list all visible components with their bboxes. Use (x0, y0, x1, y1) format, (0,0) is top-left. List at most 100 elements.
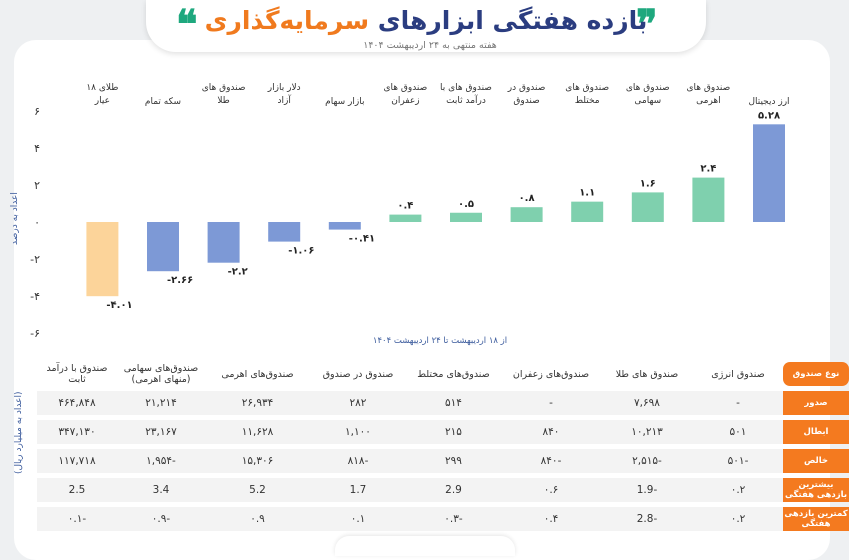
bar-chart: ۶ ۴ ۲ ۰ -۲ -۴ -۶ ۵.۲۸ ارز دیجیتال ۲.۴ صندوق های اهر… (30, 83, 789, 340)
category-label: صندوق های اهرمی (686, 83, 730, 106)
table-cell: ۰.۴ (501, 507, 601, 531)
y-tick-label: -۲ (30, 253, 40, 266)
category-label: طلای ۱۸ عیار (86, 83, 118, 106)
table-cell: -۰.۹ (117, 507, 205, 531)
bar (207, 222, 240, 263)
category-label: دلار بازار آزاد (267, 83, 301, 106)
table-cell: - (693, 391, 783, 415)
table-cell: -2.8 (601, 507, 693, 531)
y-tick-label: ۲ (34, 179, 40, 192)
table-cell: -۵۰۱ (693, 449, 783, 473)
category-label: ارز دیجیتال (748, 97, 789, 107)
fund-flow-table: نوع صندوق صندوق انرژی صندوق های طلا صندوق‌ه… (37, 357, 849, 536)
table-cell: ۱,۱۰۰ (310, 420, 406, 444)
column-header: صندوق‌های مختلط (417, 368, 490, 380)
column-header: صندوق انرژی (711, 368, 765, 380)
table-row: صدور -۷,۶۹۸-۵۱۴ ۲۸۲ ۲۶,۹۳۴ ۲۱,۲۱۴ ۴۶۴,۸۴۸ (37, 391, 849, 415)
table-cell: ۱۵,۳۰۶ (205, 449, 310, 473)
column-header: صندوق‌های سهامی (منهای اهرمی) (123, 363, 199, 385)
category-label: صندوق های مختلط (565, 83, 609, 106)
table-cell: ۷,۶۹۸ (601, 391, 693, 415)
table-cell: ۲۸۲ (310, 391, 406, 415)
y-tick-label: ۰ (34, 216, 40, 229)
table-cell: ۱۰,۲۱۳ (601, 420, 693, 444)
bar (389, 214, 422, 222)
bar (268, 222, 301, 242)
category-label: بازار سهام (325, 97, 364, 107)
bar (147, 222, 179, 272)
table-cell: ۱۱۷,۷۱۸ (37, 449, 117, 473)
column-header: صندوق‌های زعفران (512, 368, 590, 380)
table-cell: -۲,۵۱۵ (601, 449, 693, 473)
category-label: سکه تمام (145, 97, 181, 107)
table-cell: ۰.۱ (310, 507, 406, 531)
table-cell: -1.9 (601, 478, 693, 502)
quote-left-icon: ❝ (176, 1, 198, 48)
category-label: صندوق های سهامی (626, 83, 670, 106)
table-header-row: نوع صندوق صندوق انرژی صندوق های طلا صندوق‌ه… (37, 362, 849, 386)
table-cell: -۰.۳ (406, 507, 501, 531)
table-cell: 1.7 (310, 478, 406, 502)
bar-value-label: -۱.۰۶ (288, 246, 314, 257)
category-label: صندوق های طلا (202, 83, 246, 106)
category-label: صندوق در صندوق (507, 83, 546, 106)
y-tick-label: ۶ (34, 105, 40, 118)
table-cell: ۵۰۱ (693, 420, 783, 444)
table-cell: ۸۴۰ (501, 420, 601, 444)
table-cell: 2.9 (406, 478, 501, 502)
bar-value-label: -۰.۴۱ (349, 234, 375, 245)
table-cell: ۲۳,۱۶۷ (117, 420, 205, 444)
bar-value-label: ۵.۲۸ (758, 110, 780, 121)
table-cell: ۰.۶ (501, 478, 601, 502)
row-label: صدور (783, 391, 849, 415)
quote-right-icon: ❞ (636, 1, 658, 48)
table-cell: ۲۱۵ (406, 420, 501, 444)
title-part-1: بازده هفتگی ابزارهای (369, 6, 648, 35)
table-cell: - (501, 391, 601, 415)
bar (753, 124, 785, 222)
bar (571, 201, 604, 222)
bar (631, 192, 664, 222)
bar (510, 207, 543, 222)
bar-value-label: ۰.۵ (458, 199, 474, 210)
title-banner (146, 0, 706, 52)
page-subtitle: هفته منتهی به ۲۴ اردیبهشت ۱۴۰۴ (363, 40, 497, 51)
table-row: ابطال ۵۰۱ ۱۰,۲۱۳ ۸۴۰ ۲۱۵ ۱,۱۰۰ ۱۱,۶۲۸ ۲۳,۱۶۷ ۳۴۷… (37, 420, 849, 444)
y-tick-label: -۴ (30, 290, 40, 303)
table-cell: ۰.۲ (693, 478, 783, 502)
bar-value-label: ۰.۸ (519, 193, 535, 204)
bar (692, 177, 725, 222)
period-note: از ۱۸ اردیبهشت تا ۲۴ اردیبهشت ۱۴۰۴ (372, 336, 508, 346)
table-cell: ۴۶۴,۸۴۸ (37, 391, 117, 415)
bar (450, 212, 482, 222)
table-unit-label: (اعداد به میلیارد ریال) (14, 391, 24, 475)
table-cell: -۰.۱ (37, 507, 117, 531)
bar-value-label: ۲.۴ (700, 164, 716, 175)
table-cell: ۲۶,۹۳۴ (205, 391, 310, 415)
category-label: صندوق های با درآمد ثابت (440, 83, 492, 106)
table-cell: ۰.۲ (693, 507, 783, 531)
y-axis-label: اعداد به درصد (10, 192, 20, 245)
content-card (14, 40, 830, 560)
title-part-2: سرمایه‌گذاری (204, 6, 370, 35)
bar-value-label: ۱.۱ (579, 188, 595, 199)
table-cell: -۸۴۰ (501, 449, 601, 473)
table-cell: -۸۱۸ (310, 449, 406, 473)
table-cell: ۱۱,۶۲۸ (205, 420, 310, 444)
y-tick-label: ۴ (34, 142, 40, 155)
column-header: صندوق های طلا (615, 368, 679, 380)
table-cell: ۵۱۴ (406, 391, 501, 415)
column-header: صندوق‌های اهرمی (221, 368, 294, 380)
bar (86, 222, 119, 297)
y-tick-label: -۶ (30, 327, 40, 340)
row-label: خالص (783, 449, 849, 473)
row-label: کمترین بازدهی هفتگی (783, 507, 849, 531)
table-cell: -۱,۹۵۴ (117, 449, 205, 473)
table-cell: ۳۴۷,۱۳۰ (37, 420, 117, 444)
bar-value-label: ۱.۶ (640, 178, 656, 189)
column-header: صندوق در صندوق (322, 368, 394, 380)
column-header: صندوق با درآمد ثابت (46, 363, 108, 385)
corner-label: نوع صندوق (783, 362, 849, 386)
table-row: بیشترین بازدهی هفتگی ۰.۲ -1.9 ۰.۶ 2.9 1.7 5.2 3… (37, 478, 849, 502)
row-label: ابطال (783, 420, 849, 444)
